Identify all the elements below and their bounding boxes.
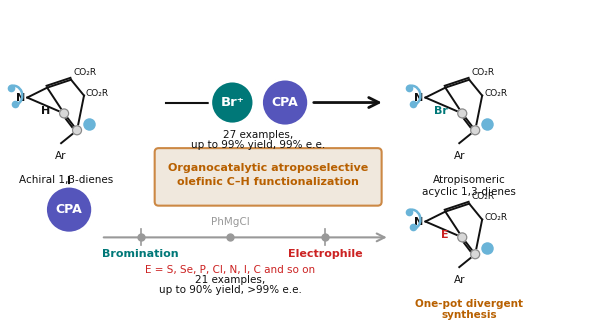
Circle shape — [471, 126, 480, 135]
Text: Ar: Ar — [453, 275, 465, 285]
Text: 21 examples,: 21 examples, — [195, 275, 265, 285]
Circle shape — [60, 109, 69, 118]
Text: Organocatalytic atroposelective
olefinic C–H functionalization: Organocatalytic atroposelective olefinic… — [168, 163, 368, 187]
Circle shape — [211, 81, 254, 124]
Text: E = S, Se, P, Cl, N, I, C and so on: E = S, Se, P, Cl, N, I, C and so on — [145, 265, 315, 275]
Circle shape — [458, 233, 467, 242]
Text: N: N — [16, 93, 25, 103]
Text: N: N — [414, 93, 423, 103]
Circle shape — [471, 250, 480, 259]
Text: Achiral 1,3-dienes: Achiral 1,3-dienes — [19, 175, 113, 185]
Text: H: H — [41, 107, 50, 116]
Text: CO₂R: CO₂R — [86, 89, 109, 98]
Text: Bromination: Bromination — [102, 249, 179, 259]
Circle shape — [45, 186, 93, 233]
Text: up to 99% yield, 99% e.e.: up to 99% yield, 99% e.e. — [191, 140, 325, 150]
Circle shape — [261, 79, 309, 126]
Text: E: E — [441, 230, 448, 240]
Text: Ar: Ar — [453, 151, 465, 161]
Text: Br: Br — [435, 107, 448, 116]
Text: Electrophile: Electrophile — [288, 249, 362, 259]
Circle shape — [73, 126, 81, 135]
FancyBboxPatch shape — [155, 148, 382, 206]
Text: 27 examples,: 27 examples, — [223, 130, 293, 140]
Text: PhMgCl: PhMgCl — [211, 217, 250, 227]
Text: CO₂R: CO₂R — [484, 89, 507, 98]
Text: CO₂R: CO₂R — [471, 192, 494, 201]
Text: Atropisomeric
acyclic 1,3-dienes: Atropisomeric acyclic 1,3-dienes — [422, 175, 516, 197]
Text: CPA: CPA — [56, 203, 82, 216]
Text: N: N — [414, 216, 423, 226]
Text: up to 90% yield, >99% e.e.: up to 90% yield, >99% e.e. — [159, 285, 302, 295]
Text: Ar: Ar — [55, 151, 67, 161]
Text: One-pot divergent
synthesis: One-pot divergent synthesis — [415, 299, 523, 320]
Text: Br⁺: Br⁺ — [220, 96, 244, 109]
Circle shape — [458, 109, 467, 118]
Text: CO₂R: CO₂R — [484, 213, 507, 222]
Text: CO₂R: CO₂R — [73, 68, 96, 77]
Text: CPA: CPA — [272, 96, 299, 109]
Text: CO₂R: CO₂R — [471, 68, 494, 77]
